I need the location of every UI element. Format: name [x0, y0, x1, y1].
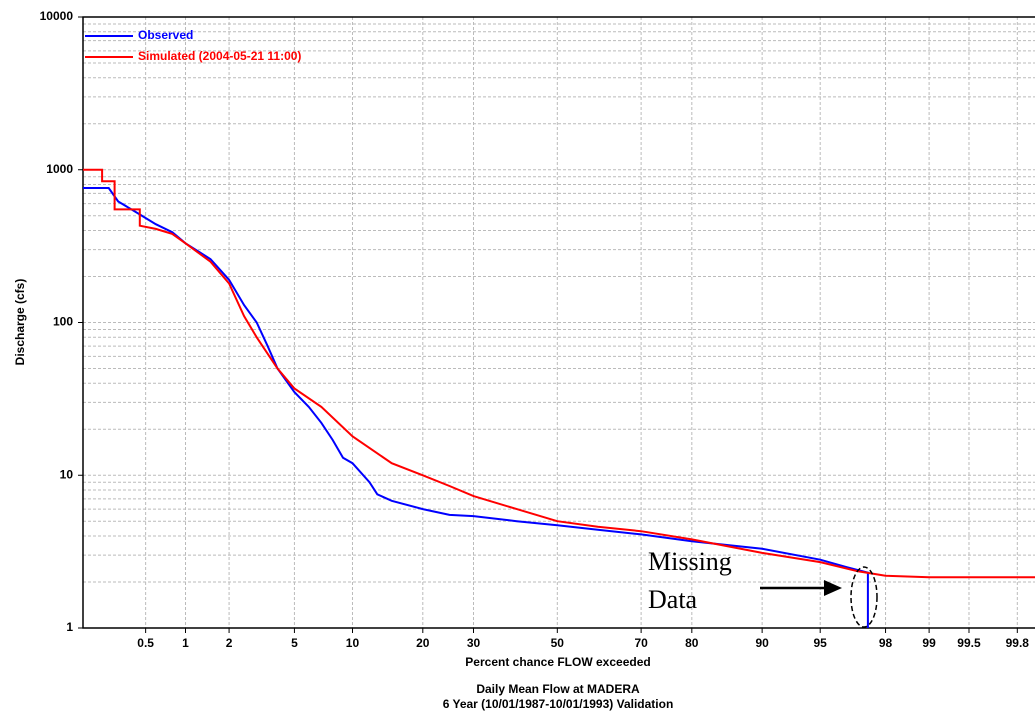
x-tick-label: 50 — [551, 636, 565, 650]
series-line — [83, 168, 1035, 579]
x-tick-label: 98 — [879, 636, 893, 650]
legend-label: Observed — [138, 28, 193, 42]
x-tick-label: 80 — [685, 636, 699, 650]
x-tick-label: 0.5 — [137, 636, 154, 650]
x-tick-label: 1 — [182, 636, 189, 650]
x-tick-label: 2 — [226, 636, 233, 650]
x-tick-label: 90 — [755, 636, 769, 650]
y-tick-label: 10 — [60, 467, 74, 481]
annotation-text: Data — [648, 585, 698, 614]
x-tick-label: 20 — [416, 636, 430, 650]
y-tick-label: 10000 — [40, 9, 74, 23]
x-tick-label: 99.5 — [957, 636, 981, 650]
x-tick-label: 70 — [634, 636, 648, 650]
x-tick-label: 30 — [467, 636, 481, 650]
y-tick-label: 1000 — [46, 162, 73, 176]
x-tick-label: 5 — [291, 636, 298, 650]
x-tick-label: 10 — [346, 636, 360, 650]
annotation-ellipse — [850, 566, 878, 628]
plot-frame — [82, 16, 1035, 629]
legend-label: Simulated (2004-05-21 11:00) — [138, 49, 301, 63]
y-tick-label: 100 — [53, 315, 73, 329]
chart-title: Daily Mean Flow at MADERA — [476, 682, 640, 696]
x-tick-label: 95 — [814, 636, 828, 650]
y-axis-label: Discharge (cfs) — [13, 279, 27, 366]
x-tick-label: 99.8 — [1006, 636, 1030, 650]
annotation-arrowhead — [824, 580, 842, 596]
annotation-text: Missing — [648, 547, 732, 576]
x-axis-label: Percent chance FLOW exceeded — [465, 655, 650, 669]
y-tick-label: 1 — [66, 620, 73, 634]
x-tick-label: 99 — [922, 636, 936, 650]
chart-subtitle: 6 Year (10/01/1987-10/01/1993) Validatio… — [443, 697, 674, 711]
